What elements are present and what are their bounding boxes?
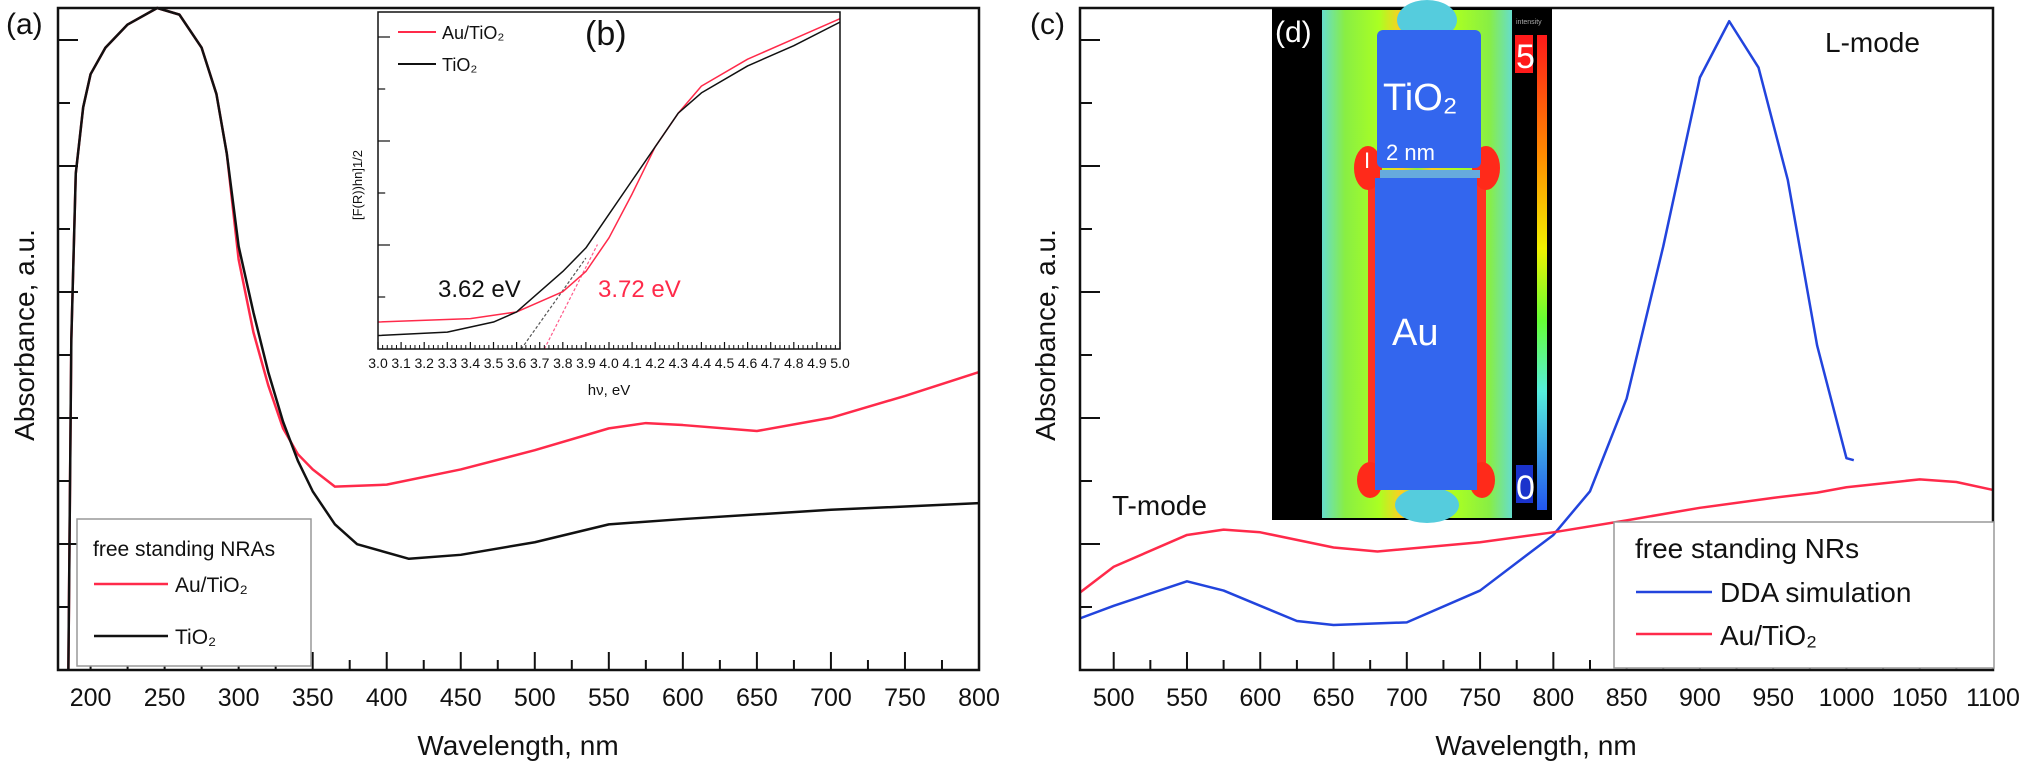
inset-b-background	[378, 12, 840, 349]
panel-a-legend-title: free standing NRAs	[93, 538, 275, 561]
plot-frame	[56, 6, 981, 672]
panel-c-xlabel: Wavelength, nm	[1435, 730, 1636, 761]
inset-b-label: (b)	[585, 15, 627, 53]
x-tick-label: 500	[514, 684, 556, 712]
x-tick-label: 350	[292, 684, 334, 712]
panel-c-legend-dda-text: DDA simulation	[1720, 577, 1911, 608]
inset-b-plot: 3.0 3.1 3.2 3.3 3.4 3.5 3.6 3.7 3.8 3.9 4.0 4.1 4.2 4…	[368, 11, 850, 371]
panel-a-legend-au-text: Au/TiO₂	[175, 574, 248, 597]
colorbar-min: 0	[1516, 469, 1535, 507]
inset-b-xlabel: hν, eV	[588, 382, 631, 399]
annotation-3-72-ev: 3.72 eV	[598, 276, 681, 303]
x-tick-label: 4.8	[784, 355, 804, 371]
x-tick-label: 950	[1752, 684, 1794, 712]
x-tick-label: 4.6	[738, 355, 758, 371]
panel-c-plot: 500 550 600 650 700 750 800 850 900 950 1000 1050 11…	[1078, 6, 2020, 712]
x-tick-label: 450	[440, 684, 482, 712]
x-tick-label: 3.4	[461, 355, 481, 371]
inset-b-legend-tio2-text: TiO₂	[442, 55, 477, 75]
inset-d-gap-marker: I	[1364, 148, 1370, 173]
x-tick-label: 400	[366, 684, 408, 712]
inset-d-label: (d)	[1275, 16, 1312, 49]
tangent-line-1	[543, 244, 598, 350]
x-tick-label: 4.2	[645, 355, 665, 371]
x-tick-label: 200	[70, 684, 112, 712]
x-tick-label: 700	[1386, 684, 1428, 712]
x-tick-label: 4.9	[807, 355, 827, 371]
x-tick-label: 600	[662, 684, 704, 712]
colorbar-max: 5	[1516, 38, 1535, 76]
x-tick-label: 850	[1606, 684, 1648, 712]
x-tick-label: 4.5	[715, 355, 735, 371]
panel-a-plot: 200 250 300 350 400 450 500 550 600 650 700 750 800	[56, 6, 1000, 712]
panel-a-legend-box	[76, 518, 312, 667]
tangent-line-0	[520, 257, 587, 350]
x-tick-label: 4.3	[669, 355, 689, 371]
x-tick-label: 700	[810, 684, 852, 712]
panel-c-legend-box	[1613, 521, 1995, 669]
x-tick-label: 550	[588, 684, 630, 712]
panel-a-legend-tio2-text: TiO₂	[175, 626, 216, 649]
x-tick-label: 3.8	[553, 355, 573, 371]
x-tick-label: 500	[1093, 684, 1135, 712]
x-tick-label: 800	[958, 684, 1000, 712]
panel-c-legend-title: free standing NRs	[1635, 533, 1859, 564]
x-tick-label: 900	[1679, 684, 1721, 712]
panel-a-ylabel: Absorbance, a.u.	[9, 229, 40, 441]
x-tick-label: 650	[1313, 684, 1355, 712]
series-line-au-tio-	[1079, 478, 1994, 594]
x-tick-label: 4.1	[622, 355, 642, 371]
x-tick-label: 300	[218, 684, 260, 712]
panel-a-xlabel: Wavelength, nm	[417, 730, 618, 761]
series-line-au-tio-	[377, 18, 841, 323]
x-tick-label: 3.0	[368, 355, 388, 371]
x-tick-label: 3.6	[507, 355, 527, 371]
annotation-l-mode: L-mode	[1825, 27, 1920, 58]
x-tick-label: 750	[884, 684, 926, 712]
x-tick-label: 550	[1166, 684, 1208, 712]
x-tick-label: 4.0	[599, 355, 619, 371]
inset-b-ylabel: [F(R))hn]1/2	[350, 150, 365, 220]
x-tick-label: 3.3	[438, 355, 458, 371]
inset-d-label-gap: 2 nm	[1386, 140, 1435, 165]
x-tick-label: 3.5	[484, 355, 504, 371]
x-tick-label: 750	[1459, 684, 1501, 712]
inset-b-legend-au-text: Au/TiO₂	[442, 23, 504, 43]
colorbar	[1537, 35, 1547, 510]
inset-d-field-map	[1272, 0, 1552, 523]
x-tick-label: 5.0	[830, 355, 850, 371]
series-line-dda-simulation	[1079, 19, 1855, 627]
x-tick-label: 1100	[1966, 684, 2020, 712]
x-tick-label: 1000	[1819, 684, 1875, 712]
panel-c-ylabel: Absorbance, a.u.	[1030, 229, 1061, 441]
colorbar-title: intensity	[1516, 19, 1542, 26]
series-line-tio-	[67, 6, 980, 671]
x-tick-label: 1050	[1892, 684, 1948, 712]
x-tick-label: 250	[144, 684, 186, 712]
x-tick-label: 650	[736, 684, 778, 712]
annotation-t-mode: T-mode	[1112, 490, 1207, 521]
x-tick-label: 600	[1239, 684, 1281, 712]
x-tick-label: 800	[1532, 684, 1574, 712]
inset-d-label-bottom: Au	[1392, 312, 1438, 354]
x-tick-label: 4.7	[761, 355, 781, 371]
panel-a-label: (a)	[6, 8, 43, 41]
x-tick-label: 3.7	[530, 355, 550, 371]
inset-d-label-top: TiO₂	[1383, 77, 1458, 119]
x-tick-label: 4.4	[692, 355, 712, 371]
x-tick-label: 3.1	[391, 355, 411, 371]
series-line-tio-	[377, 21, 841, 337]
panel-c-legend-au-text: Au/TiO₂	[1720, 620, 1817, 651]
annotation-3-62-ev: 3.62 eV	[438, 276, 521, 303]
x-tick-label: 3.9	[576, 355, 596, 371]
x-tick-label: 3.2	[414, 355, 434, 371]
panel-c-label: (c)	[1030, 8, 1065, 41]
